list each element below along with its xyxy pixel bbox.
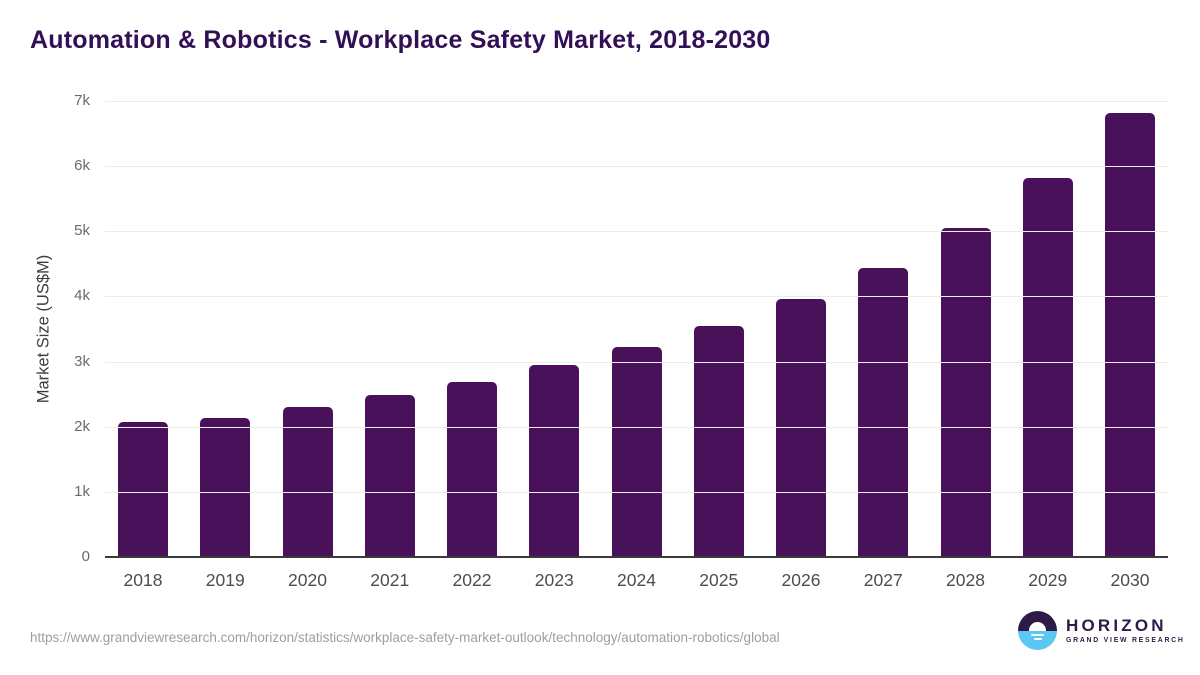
bar-column: 2030 bbox=[1105, 101, 1155, 590]
y-axis-title: Market Size (US$M) bbox=[34, 254, 53, 404]
y-tick-label: 3k bbox=[74, 352, 90, 370]
bar-column: 2024 bbox=[611, 101, 662, 590]
bar-2019[interactable] bbox=[200, 418, 251, 557]
y-tick-label: 5k bbox=[74, 222, 90, 240]
gridline bbox=[105, 166, 1168, 168]
gridline bbox=[105, 101, 1168, 102]
x-tick-label: 2024 bbox=[617, 570, 656, 590]
bar-2022[interactable] bbox=[447, 381, 497, 557]
bar-2027[interactable] bbox=[858, 267, 909, 557]
bar-column: 2018 bbox=[118, 101, 168, 590]
x-tick-label: 2025 bbox=[699, 570, 739, 590]
y-tick-label: 0 bbox=[81, 548, 90, 565]
bar-column: 2028 bbox=[940, 101, 991, 590]
y-tick-label: 1k bbox=[74, 482, 90, 500]
plot-area: 2018 2019 2020 2021 2022 2023 2024 2025 2026 2027… bbox=[105, 101, 1168, 590]
x-tick-label: 2026 bbox=[781, 570, 821, 590]
y-axis-tick-labels: 0 1k 2k 3k 4k 5k 6k 7k bbox=[52, 92, 90, 565]
y-tick-label: 2k bbox=[74, 417, 90, 435]
bar-column: 2022 bbox=[447, 101, 497, 590]
bar-2030[interactable] bbox=[1105, 112, 1155, 557]
x-tick-label: 2028 bbox=[946, 570, 985, 590]
source-url: https://www.grandviewresearch.com/horizo… bbox=[30, 630, 780, 645]
bar-2029[interactable] bbox=[1022, 177, 1073, 557]
gridline bbox=[105, 491, 1168, 493]
horizon-sun-icon bbox=[1018, 611, 1057, 650]
bar-column: 2026 bbox=[776, 101, 826, 590]
x-tick-label: 2020 bbox=[288, 570, 327, 590]
x-tick-label: 2029 bbox=[1028, 570, 1068, 590]
chart-title: Automation & Robotics - Workplace Safety… bbox=[30, 26, 771, 54]
bar-column: 2027 bbox=[858, 101, 909, 590]
x-tick-label: 2022 bbox=[452, 570, 492, 590]
bar-2023[interactable] bbox=[529, 365, 580, 557]
x-tick-label: 2018 bbox=[123, 570, 163, 590]
bar-2024[interactable] bbox=[611, 346, 662, 557]
bar-series: 2018 2019 2020 2021 2022 2023 2024 2025 2026 2027… bbox=[118, 101, 1155, 590]
bar-column: 2029 bbox=[1022, 101, 1073, 590]
gridline bbox=[105, 426, 1168, 428]
x-tick-label: 2021 bbox=[370, 570, 410, 590]
bar-column: 2020 bbox=[282, 101, 333, 590]
x-axis-line bbox=[105, 556, 1168, 558]
bar-2028[interactable] bbox=[940, 228, 991, 557]
bar-2020[interactable] bbox=[282, 407, 333, 557]
bar-column: 2025 bbox=[693, 101, 744, 590]
horizon-logo-text: HORIZON GRAND VIEW RESEARCH bbox=[1066, 616, 1185, 645]
bar-2021[interactable] bbox=[364, 395, 415, 557]
bar-column: 2021 bbox=[364, 101, 415, 590]
horizon-subtitle: GRAND VIEW RESEARCH bbox=[1066, 637, 1185, 644]
x-tick-label: 2030 bbox=[1110, 570, 1150, 590]
horizon-logo: HORIZON GRAND VIEW RESEARCH bbox=[1018, 611, 1185, 650]
gridline bbox=[105, 231, 1168, 233]
bar-2025[interactable] bbox=[693, 326, 744, 557]
x-tick-label: 2019 bbox=[205, 570, 245, 590]
gridline bbox=[105, 361, 1168, 363]
gridline bbox=[105, 296, 1168, 298]
y-tick-label: 7k bbox=[74, 92, 90, 109]
bar-2018[interactable] bbox=[118, 422, 168, 557]
x-tick-label: 2023 bbox=[534, 570, 574, 590]
x-tick-label: 2027 bbox=[863, 570, 903, 590]
bar-column: 2019 bbox=[200, 101, 251, 590]
horizon-wordmark: HORIZON bbox=[1066, 616, 1167, 635]
bar-column: 2023 bbox=[529, 101, 580, 590]
y-tick-label: 4k bbox=[74, 287, 90, 305]
y-tick-label: 6k bbox=[74, 157, 90, 175]
bar-2026[interactable] bbox=[776, 299, 826, 557]
